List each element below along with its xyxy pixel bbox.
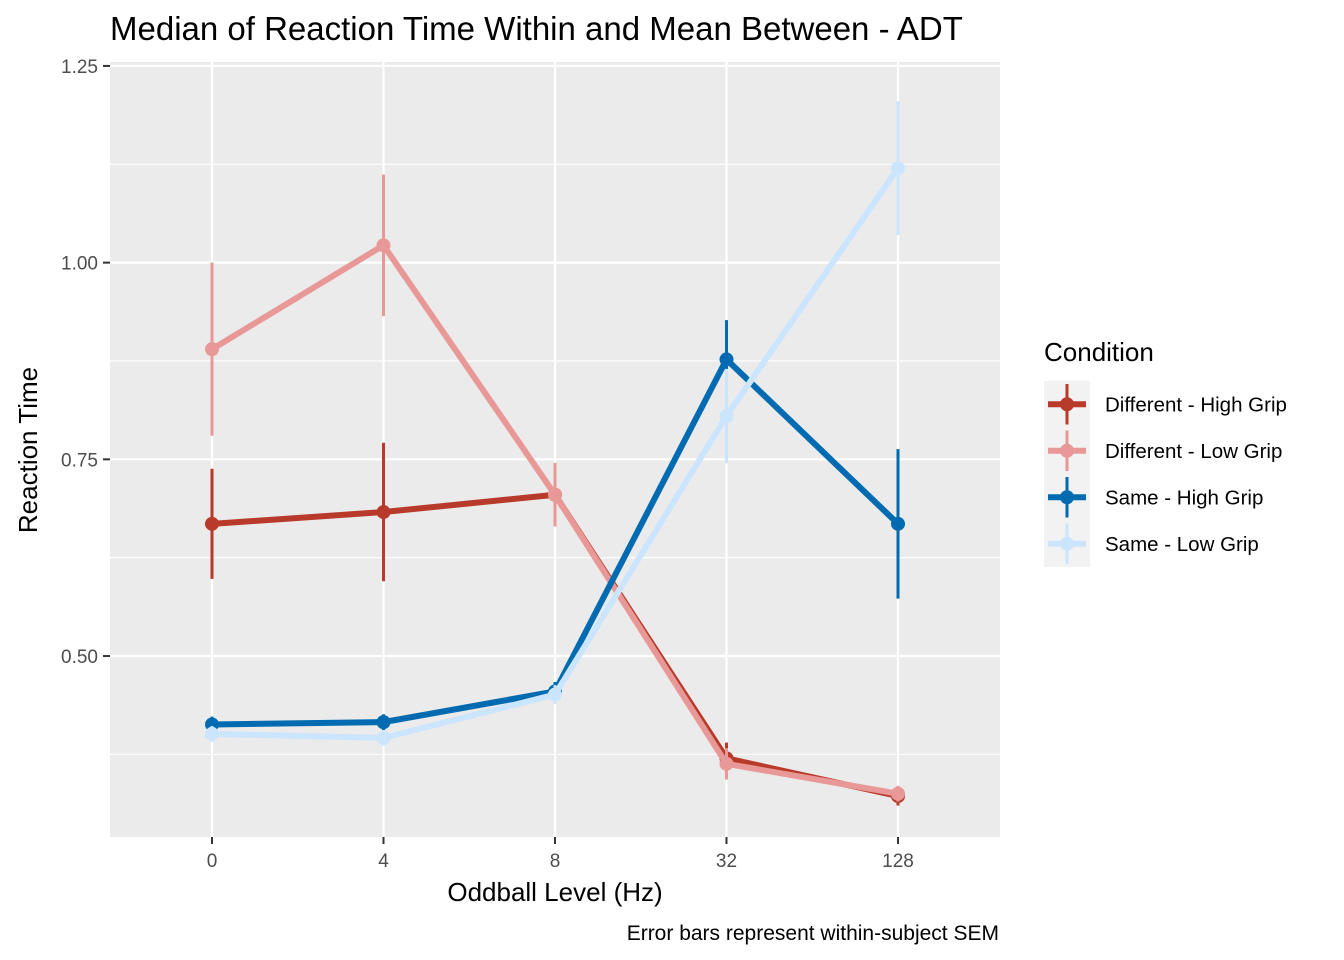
data-point [205,726,219,741]
x-tick-label: 128 [882,851,914,872]
x-tick-label: 4 [378,851,389,872]
legend-label: Different - Low Grip [1105,440,1282,463]
series-layer [205,101,905,806]
legend-item: Same - High Grip [1044,474,1263,521]
x-tick-label: 32 [716,851,737,872]
data-point [719,352,734,367]
x-axis-label: Oddball Level (Hz) [447,877,662,907]
chart-title: Median of Reaction Time Within and Mean … [110,10,963,47]
data-point [548,687,562,702]
legend-key-point [1060,490,1074,505]
data-point [376,715,391,730]
y-tick-label: 1.25 [61,57,98,78]
x-axis: 0 4 8 32 128 [207,837,914,872]
data-point [891,516,905,531]
y-tick-label: 0.75 [61,450,98,471]
legend-label: Same - High Grip [1105,486,1263,509]
y-axis-label: Reaction Time [13,367,43,533]
legend-item: Same - Low Grip [1044,520,1259,567]
data-point [548,487,562,502]
legend-item: Different - Low Grip [1044,427,1282,474]
data-point [719,409,734,424]
legend-key-point [1060,536,1074,551]
legend-title: Condition [1044,337,1154,367]
chart-caption: Error bars represent within-subject SEM [627,922,999,945]
x-tick-label: 0 [207,851,218,872]
legend: Condition Different - High GripDifferent… [1044,337,1287,567]
data-point [376,505,391,520]
legend-item: Different - High Grip [1044,381,1287,428]
series-group [205,174,905,802]
data-point [376,730,391,745]
y-tick-label: 0.50 [61,647,98,668]
data-point [891,786,905,801]
x-tick-label: 8 [550,851,561,872]
data-point [719,756,734,771]
legend-label: Same - Low Grip [1105,533,1259,556]
data-point [205,342,219,357]
data-point [891,161,905,176]
legend-key-point [1060,443,1074,458]
y-tick-label: 1.00 [61,254,98,275]
data-point [376,238,391,253]
legend-key-point [1060,397,1074,412]
data-point [205,516,219,531]
legend-label: Different - High Grip [1105,393,1287,416]
series-group [205,101,905,746]
legend-items: Different - High Grip Different - Low Gri… [1044,381,1287,567]
y-axis: 0.50 0.75 1.00 1.25 [61,57,110,668]
